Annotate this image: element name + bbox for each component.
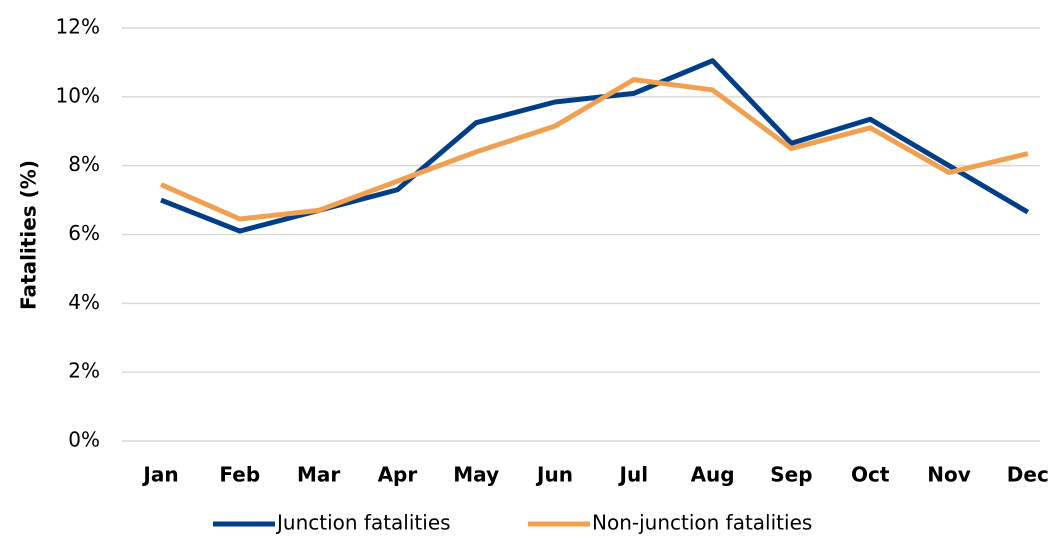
x-tick-label: Oct bbox=[851, 463, 890, 487]
y-tick-label: 8% bbox=[68, 152, 100, 176]
series-line bbox=[159, 77, 1029, 222]
x-tick-label: Sep bbox=[770, 463, 812, 487]
x-tick-label: Feb bbox=[219, 463, 260, 487]
y-tick-label: 10% bbox=[56, 83, 100, 107]
x-tick-label: Jul bbox=[618, 463, 649, 487]
x-tick-label: Jun bbox=[535, 463, 573, 487]
y-tick-label: 2% bbox=[68, 359, 100, 383]
y-tick-label: 4% bbox=[68, 290, 100, 314]
x-tick-label: May bbox=[453, 463, 499, 487]
y-tick-label: 12% bbox=[56, 15, 100, 39]
x-tick-label: Apr bbox=[378, 463, 418, 487]
legend-label: Junction fatalities bbox=[275, 511, 451, 535]
y-tick-label: 0% bbox=[68, 428, 100, 452]
x-tick-label: Dec bbox=[1007, 463, 1049, 487]
legend-label: Non-junction fatalities bbox=[592, 511, 812, 535]
x-tick-label: Aug bbox=[691, 463, 735, 487]
y-axis-label: Fatalities (%) bbox=[17, 160, 41, 310]
y-tick-label: 6% bbox=[68, 221, 100, 245]
x-tick-label: Mar bbox=[297, 463, 340, 487]
x-tick-label: Nov bbox=[927, 463, 971, 487]
x-tick-label: Jan bbox=[141, 463, 178, 487]
